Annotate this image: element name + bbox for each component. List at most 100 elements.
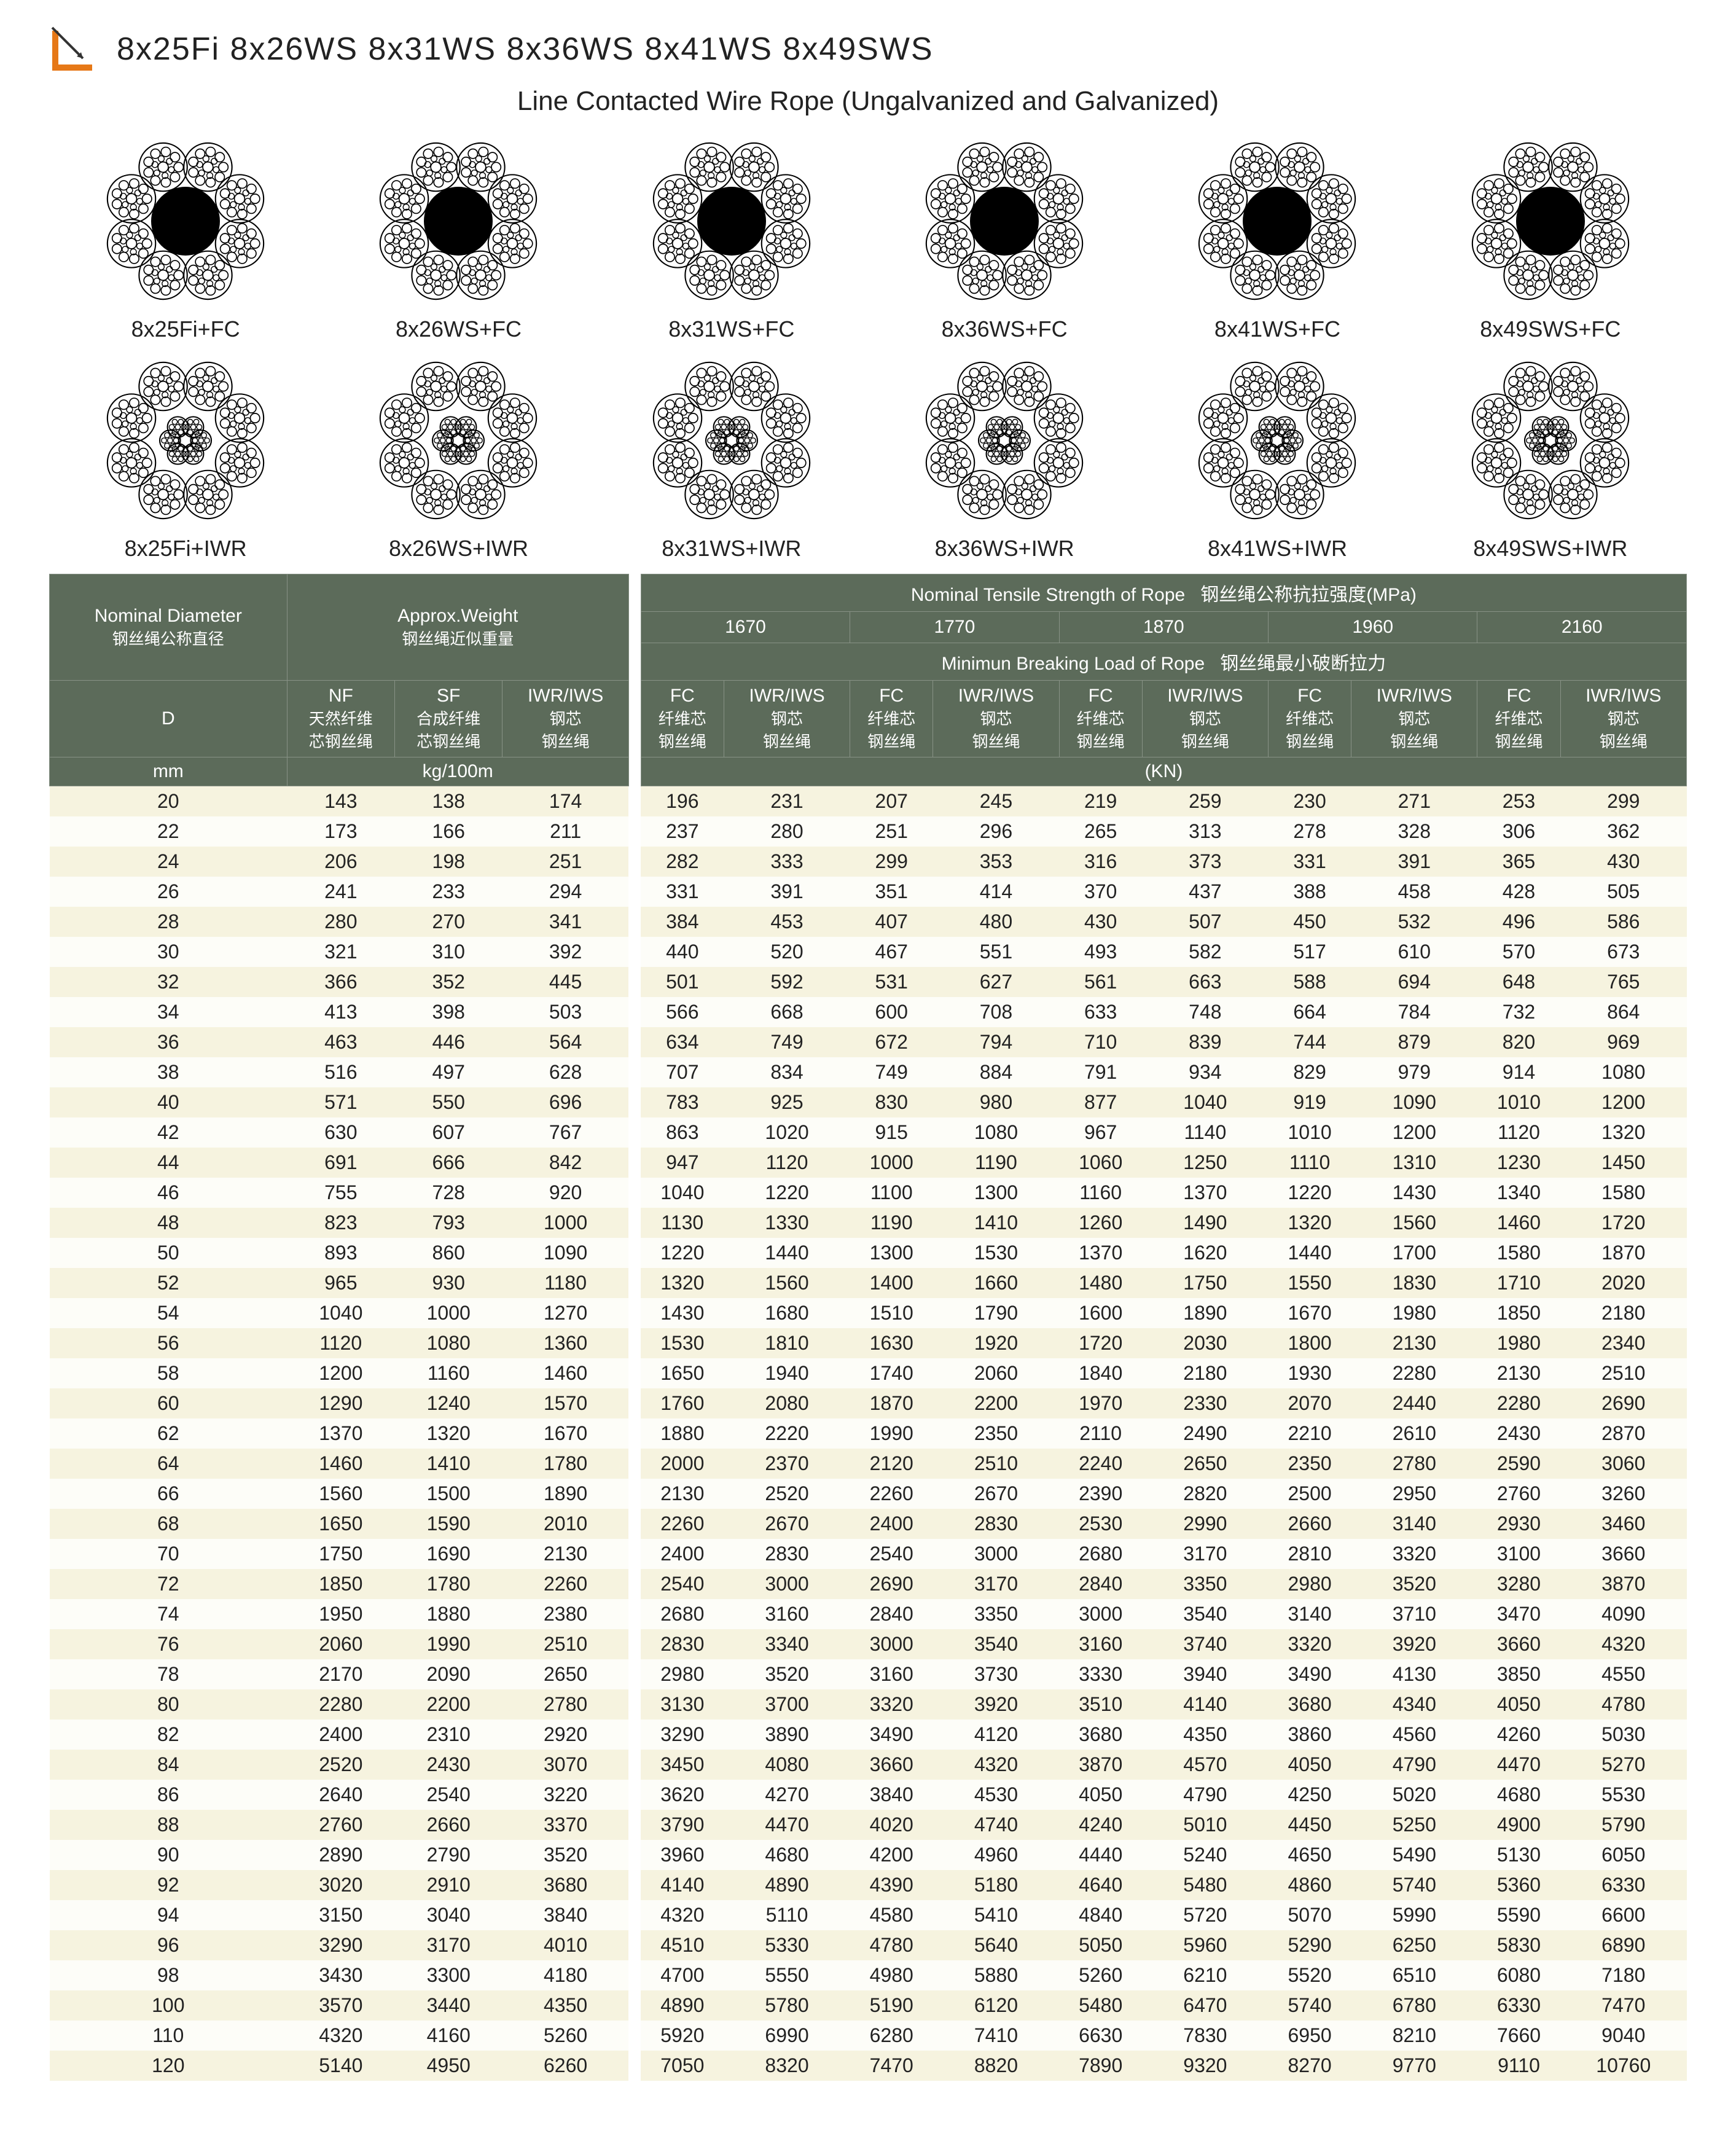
gap-cell <box>628 1358 641 1388</box>
cell: 32 <box>50 967 287 997</box>
cell: 100 <box>50 1990 287 2021</box>
cell: 198 <box>395 847 502 877</box>
cell: 1560 <box>287 1479 394 1509</box>
cell: 2210 <box>1269 1418 1351 1449</box>
cell: 388 <box>1269 877 1351 907</box>
cell: 2510 <box>502 1629 628 1659</box>
cell: 3540 <box>1142 1599 1268 1629</box>
cell: 1500 <box>395 1479 502 1509</box>
gap-cell <box>628 1539 641 1569</box>
cell: 5020 <box>1351 1780 1477 1810</box>
cell: 341 <box>502 907 628 937</box>
cell: 8270 <box>1269 2051 1351 2081</box>
cell: 173 <box>287 816 394 847</box>
cell: 3790 <box>641 1810 724 1840</box>
cell: 728 <box>395 1178 502 1208</box>
cell: 1940 <box>724 1358 850 1388</box>
cell: 5990 <box>1351 1900 1477 1930</box>
cell: 84 <box>50 1750 287 1780</box>
cell: 2200 <box>395 1689 502 1720</box>
cell: 2980 <box>1269 1569 1351 1599</box>
cell: 1440 <box>724 1238 850 1268</box>
cell: 2910 <box>395 1870 502 1900</box>
gap-col <box>628 574 641 786</box>
cell: 1040 <box>1142 1087 1268 1117</box>
title-codes: 8x25Fi 8x26WS 8x31WS 8x36WS 8x41WS 8x49S… <box>117 31 934 68</box>
cell: 6260 <box>502 2051 628 2081</box>
cell: 7180 <box>1560 1960 1686 1990</box>
cell: 6600 <box>1560 1900 1686 1930</box>
cell: 1800 <box>1269 1328 1351 1358</box>
cell: 2950 <box>1351 1479 1477 1509</box>
cell: 7830 <box>1142 2021 1268 2051</box>
cell: 6280 <box>850 2021 933 2051</box>
cell: 3220 <box>502 1780 628 1810</box>
cell: 3680 <box>1059 1720 1142 1750</box>
cell: 362 <box>1560 816 1686 847</box>
cell: 430 <box>1059 907 1142 937</box>
cell: 4900 <box>1477 1810 1560 1840</box>
col-iwr-3: IWR/IWS钢芯钢丝绳 <box>1142 681 1268 757</box>
cell: 26 <box>50 877 287 907</box>
cell: 755 <box>287 1178 394 1208</box>
cell: 532 <box>1351 907 1477 937</box>
cell: 5110 <box>724 1900 850 1930</box>
cell: 893 <box>287 1238 394 1268</box>
cell: 22 <box>50 816 287 847</box>
cell: 2330 <box>1142 1388 1268 1418</box>
cell: 2130 <box>641 1479 724 1509</box>
cell: 1010 <box>1269 1117 1351 1148</box>
cell: 2820 <box>1142 1479 1268 1509</box>
gap-cell <box>628 1599 641 1629</box>
cell: 259 <box>1142 786 1268 817</box>
cell: 501 <box>641 967 724 997</box>
cell: 299 <box>850 847 933 877</box>
cell: 860 <box>395 1238 502 1268</box>
table-row: 5089386010901220144013001530137016201440… <box>50 1238 1687 1268</box>
table-row: 7419501880238026803160284033503000354031… <box>50 1599 1687 1629</box>
cell: 3170 <box>395 1930 502 1960</box>
cell: 1990 <box>850 1418 933 1449</box>
cell: 5070 <box>1269 1900 1351 1930</box>
cell: 1200 <box>1351 1117 1477 1148</box>
table-row: 8626402540322036204270384045304050479042… <box>50 1780 1687 1810</box>
table-row: 1104320416052605920699062807410663078306… <box>50 2021 1687 2051</box>
cell: 4120 <box>933 1720 1059 1750</box>
cell: 2870 <box>1560 1418 1686 1449</box>
cell: 2640 <box>287 1780 394 1810</box>
cell: 4840 <box>1059 1900 1142 1930</box>
cell: 98 <box>50 1960 287 1990</box>
cell: 2540 <box>641 1569 724 1599</box>
cell: 3960 <box>641 1840 724 1870</box>
cell: 4700 <box>641 1960 724 1990</box>
cell: 668 <box>724 997 850 1027</box>
cell: 4640 <box>1059 1870 1142 1900</box>
cell: 1370 <box>1059 1238 1142 1268</box>
cell: 673 <box>1560 937 1686 967</box>
cell: 437 <box>1142 877 1268 907</box>
col-iwr-2: IWR/IWS钢芯钢丝绳 <box>933 681 1059 757</box>
gap-cell <box>628 1930 641 1960</box>
cell: 1650 <box>287 1509 394 1539</box>
cell: 3840 <box>502 1900 628 1930</box>
cell: 3070 <box>502 1750 628 1780</box>
cell: 6990 <box>724 2021 850 2051</box>
table-row: 4057155069678392583098087710409191090101… <box>50 1087 1687 1117</box>
cell: 2920 <box>502 1720 628 1750</box>
cell: 1000 <box>395 1298 502 1328</box>
cell: 219 <box>1059 786 1142 817</box>
table-row: 3236635244550159253162756166358869464876… <box>50 967 1687 997</box>
cell: 967 <box>1059 1117 1142 1148</box>
cell: 196 <box>641 786 724 817</box>
cell: 3150 <box>287 1900 394 1930</box>
cell: 6890 <box>1560 1930 1686 1960</box>
cell: 1630 <box>850 1328 933 1358</box>
cell: 1850 <box>1477 1298 1560 1328</box>
cell: 979 <box>1351 1057 1477 1087</box>
cell: 1400 <box>850 1268 933 1298</box>
cell: 4890 <box>641 1990 724 2021</box>
table-row: 1205140495062607050832074708820789093208… <box>50 2051 1687 2081</box>
cell: 7470 <box>850 2051 933 2081</box>
cell: 6330 <box>1477 1990 1560 2021</box>
cell: 3520 <box>724 1659 850 1689</box>
